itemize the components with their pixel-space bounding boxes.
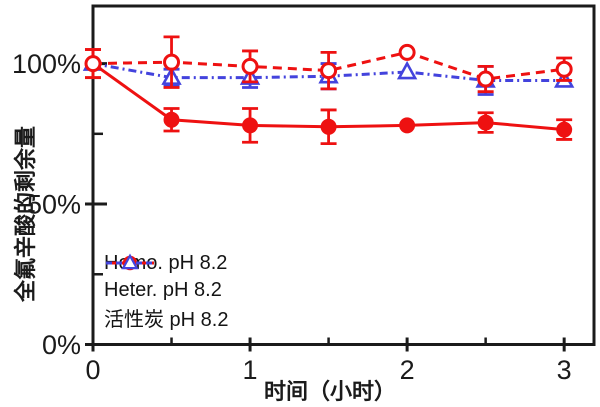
legend-item-1: Heter. pH 8.2	[104, 256, 228, 301]
x-tick-label: 3	[557, 355, 572, 385]
y-tick-label: 50%	[27, 190, 81, 220]
legend-item-2: 活性炭 pH 8.2	[104, 253, 228, 331]
legend-swatch	[106, 253, 154, 270]
series-0	[84, 35, 573, 94]
x-tick-label: 1	[243, 355, 258, 385]
legend: Homo. pH 8.2 Heter. pH 8.2 活性炭 pH 8.2	[104, 252, 228, 331]
legend-label: 活性炭 pH 8.2	[104, 308, 229, 331]
x-tick-label: 2	[400, 355, 415, 385]
x-axis-label: 时间（小时）	[263, 379, 397, 404]
y-axis-label: 全氟辛酸的剩余量	[13, 125, 38, 303]
x-tick-label: 0	[85, 355, 100, 385]
y-tick-label: 100%	[12, 49, 81, 79]
legend-label: Heter. pH 8.2	[104, 278, 222, 301]
y-tick-label: 0%	[42, 330, 81, 360]
